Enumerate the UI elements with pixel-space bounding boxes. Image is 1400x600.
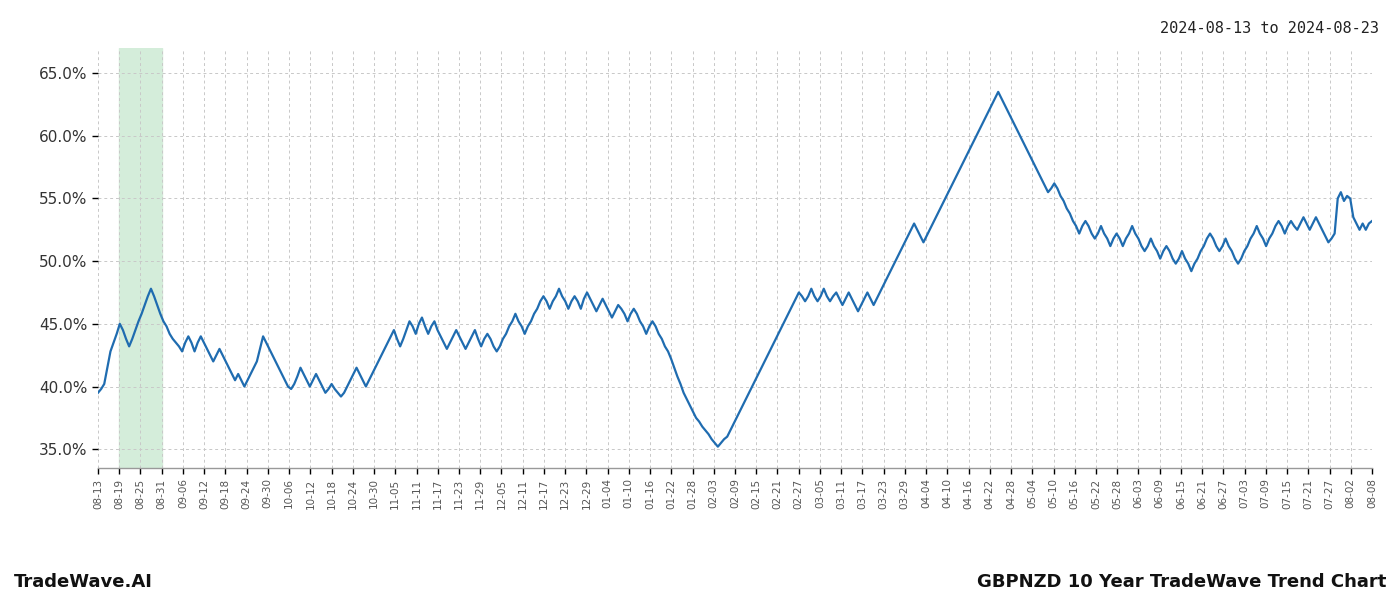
Bar [119, 48, 162, 468]
Text: GBPNZD 10 Year TradeWave Trend Chart: GBPNZD 10 Year TradeWave Trend Chart [977, 573, 1386, 591]
Text: 2024-08-13 to 2024-08-23: 2024-08-13 to 2024-08-23 [1161, 21, 1379, 36]
Text: TradeWave.AI: TradeWave.AI [14, 573, 153, 591]
